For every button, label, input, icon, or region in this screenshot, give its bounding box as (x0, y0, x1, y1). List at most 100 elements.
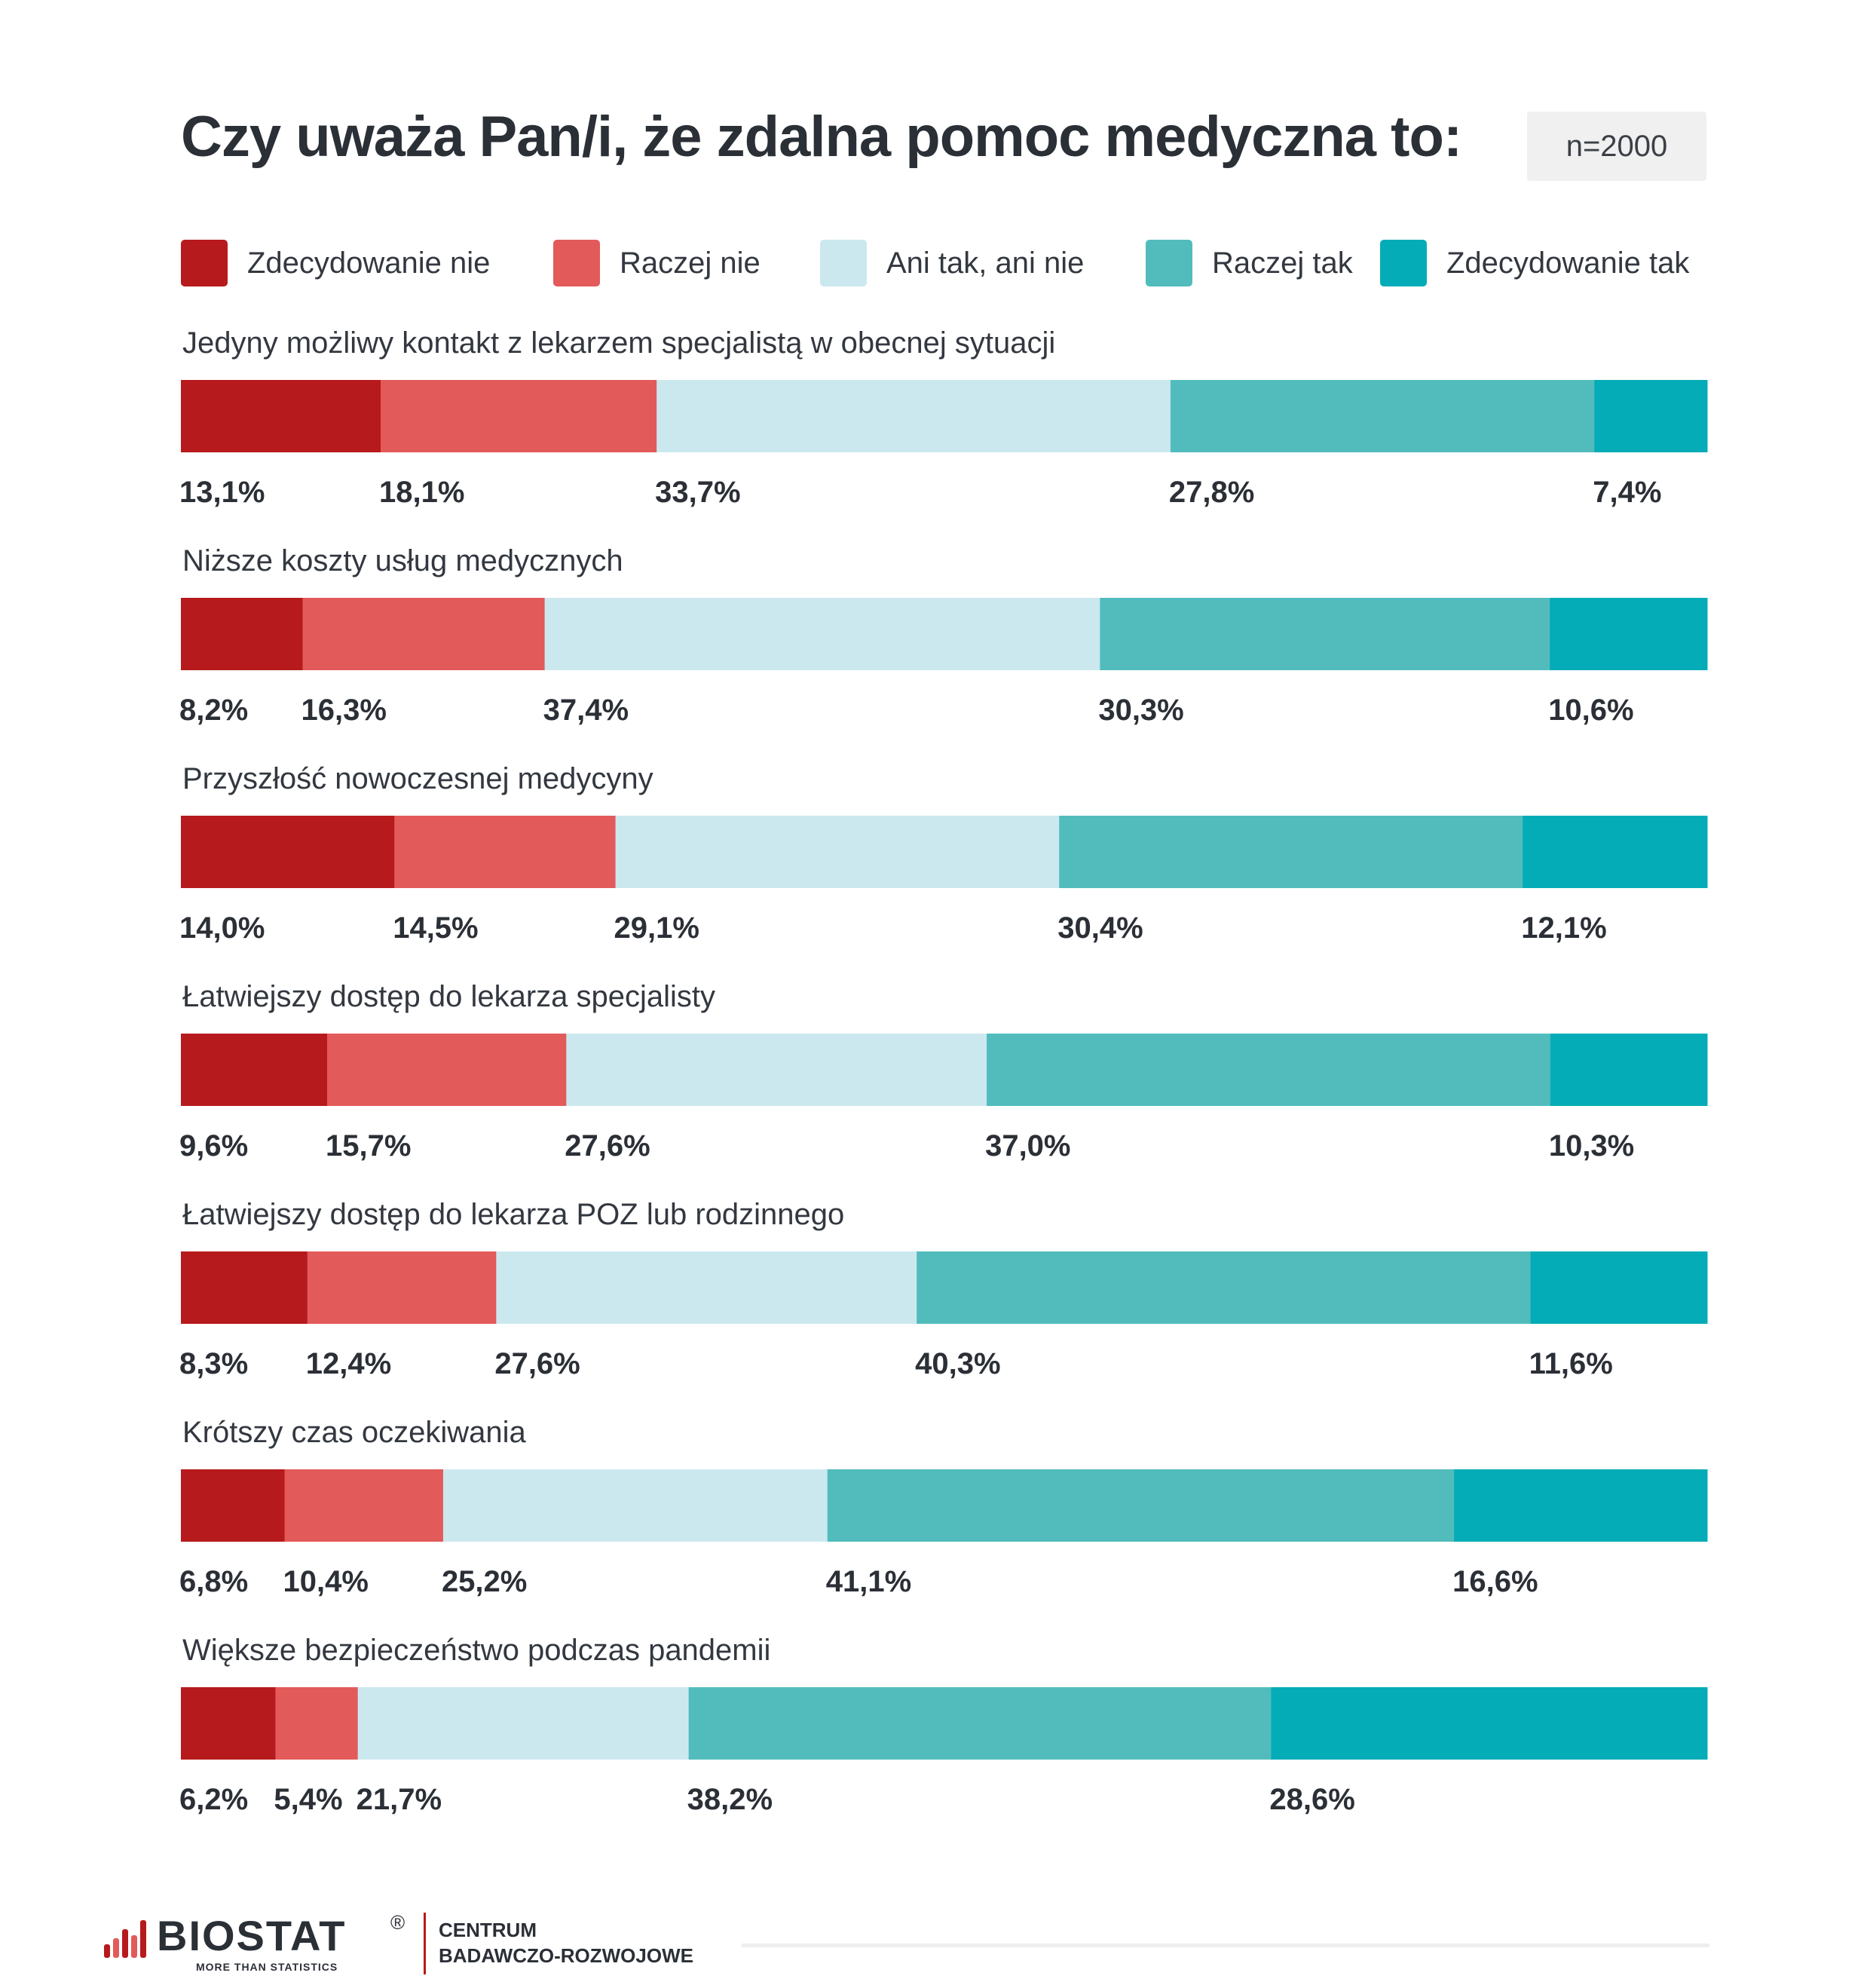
value-label: 8,3% (179, 1347, 248, 1380)
bar-segment-raczej-tak (1100, 598, 1550, 670)
bar-row-bezpieczenstwo-pandemia: Większe bezpieczeństwo podczas pandemii 6… (179, 1634, 1708, 1816)
legend-item-zdecydowanie-nie: Zdecydowanie nie (181, 240, 490, 286)
category-label: Jedyny możliwy kontakt z lekarzem specja… (182, 326, 1055, 360)
bar-row-dostep-specjalista: Łatwiejszy dostęp do lekarza specjalisty… (179, 980, 1708, 1162)
value-label: 14,5% (393, 911, 478, 945)
bar-segment-raczej-nie (307, 1251, 497, 1324)
bar-segment-raczej-tak (917, 1251, 1532, 1324)
legend-label: Zdecydowanie tak (1446, 246, 1690, 280)
value-label: 40,3% (915, 1347, 1000, 1380)
footer-divider (424, 1913, 426, 1974)
registered-mark: ® (390, 1911, 406, 1934)
bar-segment-zdecydowanie-tak (1550, 1034, 1708, 1106)
value-label: 7,4% (1593, 476, 1661, 509)
value-label: 33,7% (655, 476, 740, 509)
value-label: 30,3% (1098, 694, 1183, 727)
bar-segment-raczej-nie (302, 598, 546, 670)
stacked-bar-chart: Jedyny możliwy kontakt z lekarzem specja… (179, 326, 1708, 1816)
value-label: 14,0% (179, 911, 265, 945)
category-label: Niższe koszty usług medycznych (182, 544, 623, 577)
bar-segment-ani-tak-ani-nie (357, 1687, 690, 1760)
bar-row-przyszlosc-medycyny: Przyszłość nowoczesnej medycyny 14,0% 14,5… (179, 762, 1708, 945)
bar-segment-zdecydowanie-tak (1530, 1251, 1708, 1324)
legend-label: Raczej nie (620, 246, 761, 280)
category-label: Krótszy czas oczekiwania (182, 1416, 526, 1449)
bar-segment-zdecydowanie-tak (1594, 380, 1708, 452)
value-label: 30,4% (1057, 911, 1143, 945)
value-label: 27,8% (1169, 476, 1254, 509)
category-label: Łatwiejszy dostęp do lekarza specjalisty (182, 980, 715, 1013)
org-line-2: BADAWCZO-ROZWOJOWE (439, 1944, 693, 1967)
bar-segment-raczej-nie (381, 380, 657, 452)
value-label: 37,4% (543, 694, 629, 727)
chart-title: Czy uważa Pan/i, że zdalna pomoc medyczn… (181, 105, 1462, 169)
bar-segment-raczej-tak (987, 1034, 1551, 1106)
value-label: 10,4% (283, 1565, 369, 1598)
biostat-logo-text: BIOSTAT (157, 1912, 347, 1959)
bar-segment-zdecydowanie-nie (181, 598, 304, 670)
bar-row-jedyny-kontakt: Jedyny możliwy kontakt z lekarzem specja… (179, 326, 1708, 509)
footer-rule (742, 1944, 1709, 1947)
biostat-logo-icon (104, 1920, 146, 1958)
value-label: 13,1% (179, 476, 265, 509)
bar-segment-zdecydowanie-tak (1271, 1687, 1708, 1760)
value-label: 16,3% (301, 694, 387, 727)
value-label: 29,1% (614, 911, 699, 945)
value-label: 38,2% (687, 1783, 773, 1816)
bar-row-krotszy-czas: Krótszy czas oczekiwania 6,8% 10,4% 25,2% 41… (179, 1416, 1708, 1598)
bar-segment-zdecydowanie-nie (181, 1687, 276, 1760)
value-label: 27,6% (494, 1347, 580, 1380)
bar-segment-raczej-nie (327, 1034, 567, 1106)
bar-segment-raczej-nie (284, 1469, 444, 1542)
bar-segment-zdecydowanie-nie (181, 816, 395, 888)
bar-segment-zdecydowanie-nie (181, 1251, 308, 1324)
value-label: 10,6% (1548, 694, 1633, 727)
bar-segment-raczej-nie (394, 816, 617, 888)
footer: BIOSTAT ® MORE THAN STATISTICS CENTRUM B… (104, 1911, 1709, 1979)
legend-swatch (181, 240, 228, 286)
value-label: 8,2% (179, 694, 248, 727)
value-label: 6,2% (179, 1783, 248, 1816)
bar-segment-zdecydowanie-tak (1454, 1469, 1708, 1542)
value-label: 37,0% (985, 1129, 1070, 1162)
value-label: 12,1% (1521, 911, 1606, 945)
value-label: 9,6% (179, 1129, 248, 1162)
value-label: 28,6% (1269, 1783, 1354, 1816)
value-label: 5,4% (274, 1783, 342, 1816)
value-label: 18,1% (379, 476, 464, 509)
category-label: Większe bezpieczeństwo podczas pandemii (182, 1634, 770, 1667)
bar-segment-ani-tak-ani-nie (615, 816, 1060, 888)
organization-name: CENTRUM BADAWCZO-ROZWOJOWE (439, 1917, 693, 1968)
bar-segment-zdecydowanie-nie (181, 1034, 328, 1106)
bar-segment-ani-tak-ani-nie (442, 1469, 828, 1542)
value-label: 16,6% (1452, 1565, 1538, 1598)
value-label: 25,2% (442, 1565, 527, 1598)
bar-segment-raczej-nie (275, 1687, 359, 1760)
legend-swatch (553, 240, 600, 286)
bar-segment-zdecydowanie-nie (181, 1469, 286, 1542)
legend-item-zdecydowanie-tak: Zdecydowanie tak (1380, 240, 1689, 286)
legend-swatch (1380, 240, 1427, 286)
bar-segment-raczej-tak (688, 1687, 1272, 1760)
sample-size-badge: n=2000 (1527, 112, 1706, 181)
value-label: 27,6% (565, 1129, 650, 1162)
category-label: Łatwiejszy dostęp do lekarza POZ lub rod… (182, 1198, 844, 1231)
bar-segment-raczej-tak (827, 1469, 1455, 1542)
org-line-1: CENTRUM (439, 1919, 537, 1941)
legend-label: Ani tak, ani nie (886, 246, 1085, 280)
legend-item-ani-tak-ani-nie: Ani tak, ani nie (820, 240, 1084, 286)
bar-segment-zdecydowanie-nie (181, 380, 381, 452)
value-label: 15,7% (326, 1129, 411, 1162)
bar-segment-raczej-tak (1170, 380, 1595, 452)
value-label: 41,1% (826, 1565, 911, 1598)
legend-item-raczej-tak: Raczej tak (1146, 240, 1353, 286)
legend: Zdecydowanie nie Raczej nie Ani tak, ani… (181, 240, 1707, 286)
bar-segment-ani-tak-ani-nie (656, 380, 1171, 452)
value-label: 12,4% (306, 1347, 391, 1380)
value-label: 6,8% (179, 1565, 248, 1598)
value-label: 11,6% (1529, 1347, 1613, 1380)
category-label: Przyszłość nowoczesnej medycyny (182, 762, 653, 795)
bar-segment-ani-tak-ani-nie (496, 1251, 917, 1324)
legend-item-raczej-nie: Raczej nie (553, 240, 761, 286)
bar-segment-raczej-tak (1059, 816, 1523, 888)
